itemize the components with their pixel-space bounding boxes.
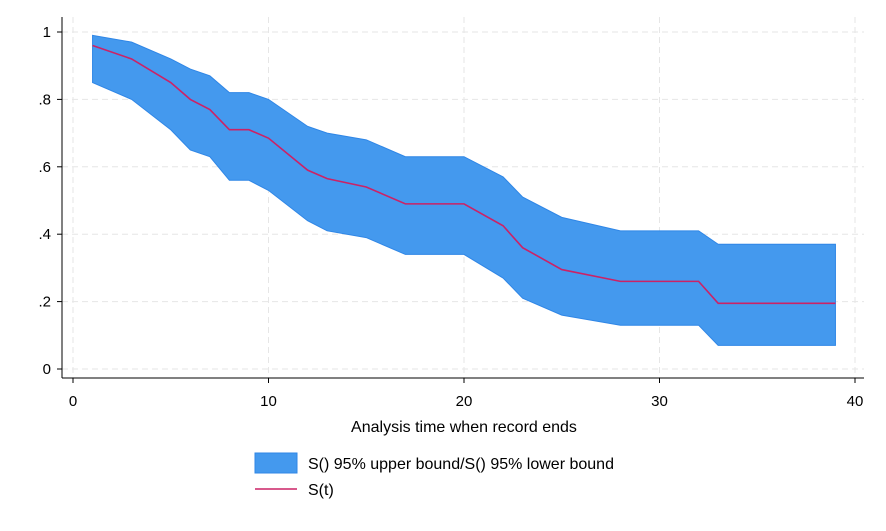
- x-tick-label-4: 40: [847, 393, 864, 410]
- confidence-band: [92, 34, 836, 346]
- legend: S() 95% upper bound/S() 95% lower bound …: [254, 452, 614, 499]
- x-axis-ticks: 0 10 20 30 40: [69, 378, 864, 410]
- legend-line-label: S(t): [308, 482, 334, 499]
- y-axis-ticks: 0 .2 .4 .6 .8 1: [38, 24, 62, 378]
- confidence-band-layer: [92, 34, 836, 346]
- survival-line: [92, 44, 836, 305]
- x-tick-label-1: 10: [260, 393, 277, 410]
- survival-line-layer: [92, 44, 836, 305]
- y-tick-label-1: .2: [38, 294, 51, 311]
- y-tick-label-5: 1: [43, 24, 51, 41]
- y-tick-label-0: 0: [43, 361, 51, 378]
- y-tick-label-2: .4: [38, 226, 51, 243]
- y-tick-label-4: .8: [38, 91, 51, 108]
- axes: [61, 17, 864, 379]
- x-axis-title: Analysis time when record ends: [351, 419, 577, 436]
- x-tick-label-0: 0: [69, 393, 77, 410]
- legend-band-label: S() 95% upper bound/S() 95% lower bound: [308, 456, 614, 473]
- legend-band-swatch: [254, 452, 298, 474]
- x-tick-label-3: 30: [651, 393, 668, 410]
- y-tick-label-3: .6: [38, 159, 51, 176]
- x-tick-label-2: 20: [456, 393, 473, 410]
